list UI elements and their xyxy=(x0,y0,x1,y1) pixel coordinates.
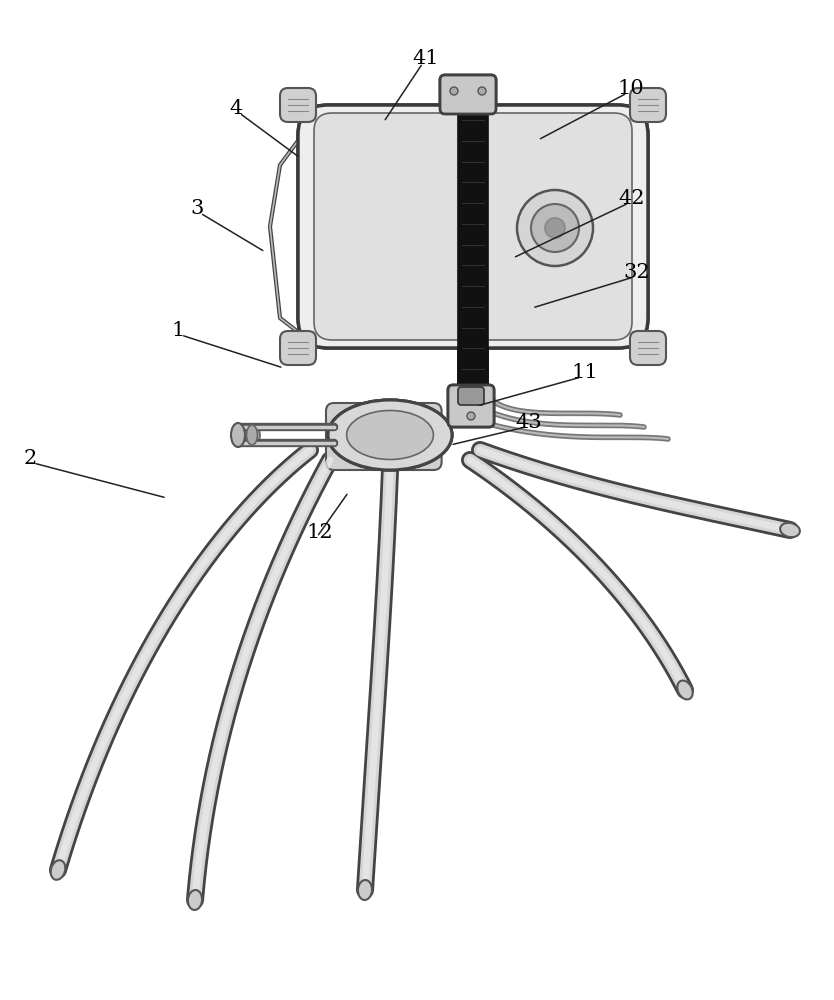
Ellipse shape xyxy=(677,681,693,699)
Ellipse shape xyxy=(347,410,434,460)
Ellipse shape xyxy=(328,400,452,470)
Circle shape xyxy=(467,412,475,420)
Ellipse shape xyxy=(247,425,258,445)
Circle shape xyxy=(478,87,486,95)
FancyBboxPatch shape xyxy=(631,332,665,364)
Ellipse shape xyxy=(780,523,800,537)
Ellipse shape xyxy=(358,880,372,900)
Circle shape xyxy=(545,218,565,238)
Text: 3: 3 xyxy=(190,198,203,218)
Circle shape xyxy=(517,190,593,266)
FancyBboxPatch shape xyxy=(314,113,632,340)
FancyBboxPatch shape xyxy=(458,387,484,405)
Ellipse shape xyxy=(188,890,202,910)
Ellipse shape xyxy=(234,424,246,446)
Circle shape xyxy=(450,87,458,95)
Circle shape xyxy=(531,204,579,252)
Circle shape xyxy=(478,87,486,95)
FancyBboxPatch shape xyxy=(630,88,666,122)
FancyBboxPatch shape xyxy=(314,113,632,340)
FancyBboxPatch shape xyxy=(326,403,441,470)
Circle shape xyxy=(517,190,593,266)
FancyBboxPatch shape xyxy=(281,332,315,364)
FancyBboxPatch shape xyxy=(280,88,316,122)
FancyBboxPatch shape xyxy=(458,387,484,405)
Ellipse shape xyxy=(344,409,436,461)
Circle shape xyxy=(531,204,579,252)
FancyBboxPatch shape xyxy=(448,385,494,427)
Text: 10: 10 xyxy=(617,79,644,98)
Text: 43: 43 xyxy=(515,412,542,432)
Text: 12: 12 xyxy=(307,522,334,542)
FancyBboxPatch shape xyxy=(281,89,315,121)
Ellipse shape xyxy=(250,426,260,444)
Text: 2: 2 xyxy=(23,448,37,468)
FancyBboxPatch shape xyxy=(280,331,316,365)
Ellipse shape xyxy=(51,860,65,880)
FancyBboxPatch shape xyxy=(440,75,496,114)
Text: 4: 4 xyxy=(229,99,243,117)
FancyBboxPatch shape xyxy=(458,109,488,401)
Text: 42: 42 xyxy=(619,188,646,208)
FancyBboxPatch shape xyxy=(458,109,488,401)
Circle shape xyxy=(450,87,458,95)
FancyBboxPatch shape xyxy=(631,89,665,121)
Ellipse shape xyxy=(231,423,245,447)
Ellipse shape xyxy=(328,400,452,470)
FancyBboxPatch shape xyxy=(448,385,494,427)
FancyBboxPatch shape xyxy=(440,75,496,114)
Text: 1: 1 xyxy=(171,320,184,340)
Text: 41: 41 xyxy=(413,48,440,68)
Text: 11: 11 xyxy=(571,362,598,381)
FancyBboxPatch shape xyxy=(298,105,648,348)
FancyBboxPatch shape xyxy=(630,331,666,365)
FancyBboxPatch shape xyxy=(298,105,648,348)
Circle shape xyxy=(467,412,475,420)
Circle shape xyxy=(545,218,565,238)
Text: 32: 32 xyxy=(624,262,651,282)
